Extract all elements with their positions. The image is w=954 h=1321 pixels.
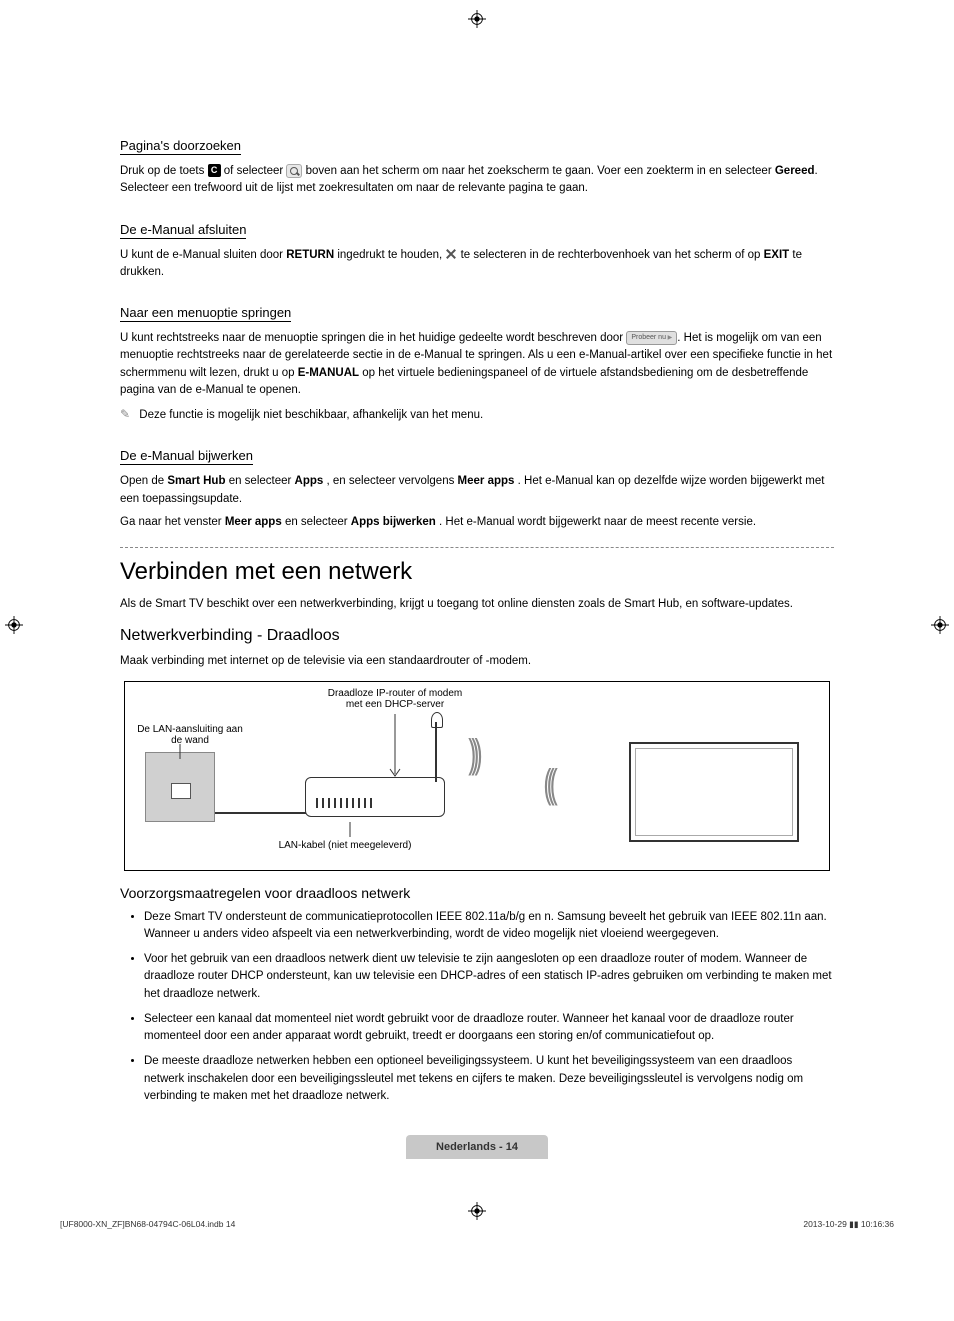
paragraph: Ga naar het venster Meer apps en selecte… <box>120 514 834 531</box>
diagram-tv <box>629 742 799 842</box>
subsection-precautions: Voorzorgsmaatregelen voor draadloos netw… <box>120 885 834 901</box>
diagram-waves-in: ))) <box>548 762 558 807</box>
footer-filename: [UF8000-XN_ZF]BN68-04794C-06L04.indb 14 <box>60 1219 235 1230</box>
heading-update-emanual: De e-Manual bijwerken <box>120 448 253 465</box>
diagram-antenna <box>435 722 437 782</box>
diagram-lan-label: De LAN-aansluiting aan de wand <box>135 724 245 746</box>
divider <box>120 547 834 548</box>
paragraph: Druk op de toets C of selecteer boven aa… <box>120 163 834 198</box>
paragraph: Open de Smart Hub en selecteer Apps , en… <box>120 473 834 508</box>
registration-mark-bottom <box>468 1202 486 1220</box>
section-title: Verbinden met een netwerk <box>120 558 834 586</box>
diagram-arrow <box>340 822 360 842</box>
list-item: Selecteer een kanaal dat momenteel niet … <box>144 1011 834 1046</box>
diagram-arrow <box>385 714 405 779</box>
list-item: Deze Smart TV ondersteunt de communicati… <box>144 909 834 944</box>
heading-close-emanual: De e-Manual afsluiten <box>120 222 246 239</box>
page-number: Nederlands - 14 <box>406 1135 548 1159</box>
note: ✎ Deze functie is mogelijk niet beschikb… <box>120 405 834 424</box>
diagram-waves-out: ))) <box>468 732 478 777</box>
footer-timestamp: 2013-10-29 ▮▮ 10:16:36 <box>803 1219 894 1230</box>
document-footer: [UF8000-XN_ZF]BN68-04794C-06L04.indb 14 … <box>0 1219 954 1250</box>
paragraph: Als de Smart TV beschikt over een netwer… <box>120 596 834 613</box>
diagram-arrow <box>170 744 190 764</box>
paragraph: U kunt de e-Manual sluiten door RETURN i… <box>120 247 834 282</box>
search-icon <box>286 164 302 178</box>
paragraph: Maak verbinding met internet op de telev… <box>120 653 834 670</box>
diagram-router <box>305 777 445 817</box>
paragraph: U kunt rechtstreeks naar de menuoptie sp… <box>120 330 834 399</box>
heading-jump-menu: Naar een menuoptie springen <box>120 305 291 322</box>
diagram-cable <box>215 812 310 814</box>
c-button-icon: C <box>208 164 221 177</box>
list-item: Voor het gebruik van een draadloos netwe… <box>144 951 834 1003</box>
diagram-router-label: Draadloze IP-router of modem met een DHC… <box>325 688 465 710</box>
list-item: De meeste draadloze netwerken hebben een… <box>144 1053 834 1105</box>
note-icon: ✎ <box>120 407 130 421</box>
try-now-button: Probeer nu <box>626 331 677 346</box>
subsection-wireless: Netwerkverbinding - Draadloos <box>120 627 834 645</box>
heading-search-pages: Pagina's doorzoeken <box>120 138 241 155</box>
network-diagram: Draadloze IP-router of modem met een DHC… <box>124 681 830 871</box>
page-footer: Nederlands - 14 <box>120 1135 834 1159</box>
precautions-list: Deze Smart TV ondersteunt de communicati… <box>120 909 834 1106</box>
close-icon <box>445 248 457 260</box>
page-content: Pagina's doorzoeken Druk op de toets C o… <box>0 0 954 1219</box>
